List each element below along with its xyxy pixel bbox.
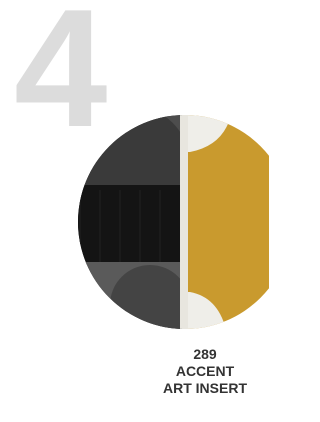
page: 4 289 ACCENT ART INSERT (() => { const d… [0,0,269,422]
product-code: 289 [193,346,217,362]
product-card: 4 289 ACCENT ART INSERT [0,0,269,422]
step-number: 4 [14,0,107,162]
product-name: ACCENT [176,363,235,379]
product-name: ART INSERT [163,380,247,396]
